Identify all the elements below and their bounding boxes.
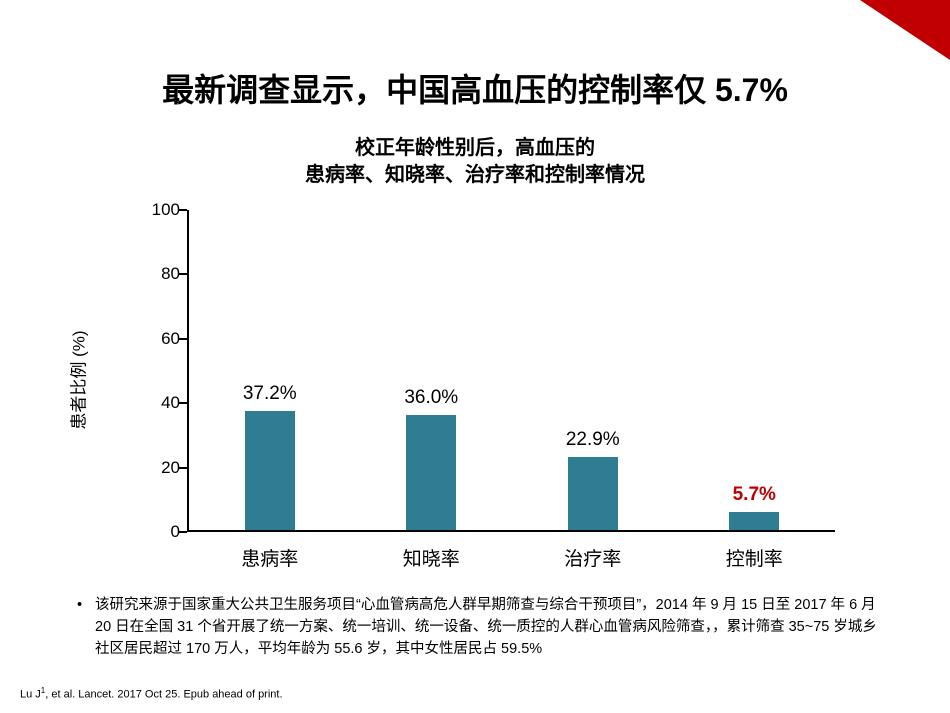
x-axis-line bbox=[187, 530, 835, 532]
bar bbox=[406, 415, 456, 530]
chart-title-line2: 患病率、知晓率、治疗率和控制率情况 bbox=[305, 164, 645, 186]
citation-suffix: , et al. Lancet. 2017 Oct 25. Epub ahead… bbox=[45, 689, 282, 701]
chart-title-line1: 校正年龄性别后，高血压的 bbox=[355, 137, 595, 159]
bar bbox=[245, 411, 295, 530]
y-tick-label: 20 bbox=[161, 458, 180, 478]
bar bbox=[729, 512, 779, 530]
y-tick-label: 60 bbox=[161, 329, 180, 349]
slide: 最新调查显示，中国高血压的控制率仅 5.7% 校正年龄性别后，高血压的 患病率、… bbox=[0, 0, 950, 713]
bar-slot: 22.9%治疗率 bbox=[512, 210, 674, 530]
corner-accent bbox=[860, 0, 950, 60]
bar-slot: 36.0%知晓率 bbox=[351, 210, 513, 530]
y-tick-label: 40 bbox=[161, 393, 180, 413]
x-tick-label: 患病率 bbox=[241, 544, 298, 571]
x-tick-label: 治疗率 bbox=[564, 544, 621, 571]
bar-value-label: 22.9% bbox=[566, 429, 620, 451]
bar-slot: 5.7%控制率 bbox=[674, 210, 836, 530]
y-tick-mark bbox=[179, 402, 187, 404]
y-tick-mark bbox=[179, 531, 187, 533]
x-tick-label: 控制率 bbox=[726, 544, 783, 571]
bar-value-label: 37.2% bbox=[243, 383, 297, 405]
citation: Lu J1, et al. Lancet. 2017 Oct 25. Epub … bbox=[20, 686, 283, 701]
y-tick-mark bbox=[179, 209, 187, 211]
y-tick-mark bbox=[179, 467, 187, 469]
citation-prefix: Lu J bbox=[20, 689, 41, 701]
bar-slot: 37.2%患病率 bbox=[189, 210, 351, 530]
bullet-note: 该研究来源于国家重大公共卫生服务项目“心血管病高危人群早期筛查与综合干预项目”，… bbox=[95, 595, 890, 660]
y-tick-mark bbox=[179, 338, 187, 340]
y-tick-label: 0 bbox=[171, 522, 180, 542]
x-tick-label: 知晓率 bbox=[403, 544, 460, 571]
bars-container: 37.2%患病率36.0%知晓率22.9%治疗率5.7%控制率 bbox=[189, 210, 835, 530]
chart-area: 患者比例 (%) 020406080100 37.2%患病率36.0%知晓率22… bbox=[115, 210, 835, 550]
bar-value-label: 5.7% bbox=[733, 484, 776, 506]
y-tick-label: 100 bbox=[152, 200, 180, 220]
bar-value-label: 36.0% bbox=[404, 387, 458, 409]
bar bbox=[568, 457, 618, 530]
slide-title: 最新调查显示，中国高血压的控制率仅 5.7% bbox=[0, 65, 950, 111]
y-axis-label: 患者比例 (%) bbox=[65, 330, 90, 429]
y-tick-mark bbox=[179, 273, 187, 275]
chart-title: 校正年龄性别后，高血压的 患病率、知晓率、治疗率和控制率情况 bbox=[0, 135, 950, 189]
y-tick-label: 80 bbox=[161, 264, 180, 284]
